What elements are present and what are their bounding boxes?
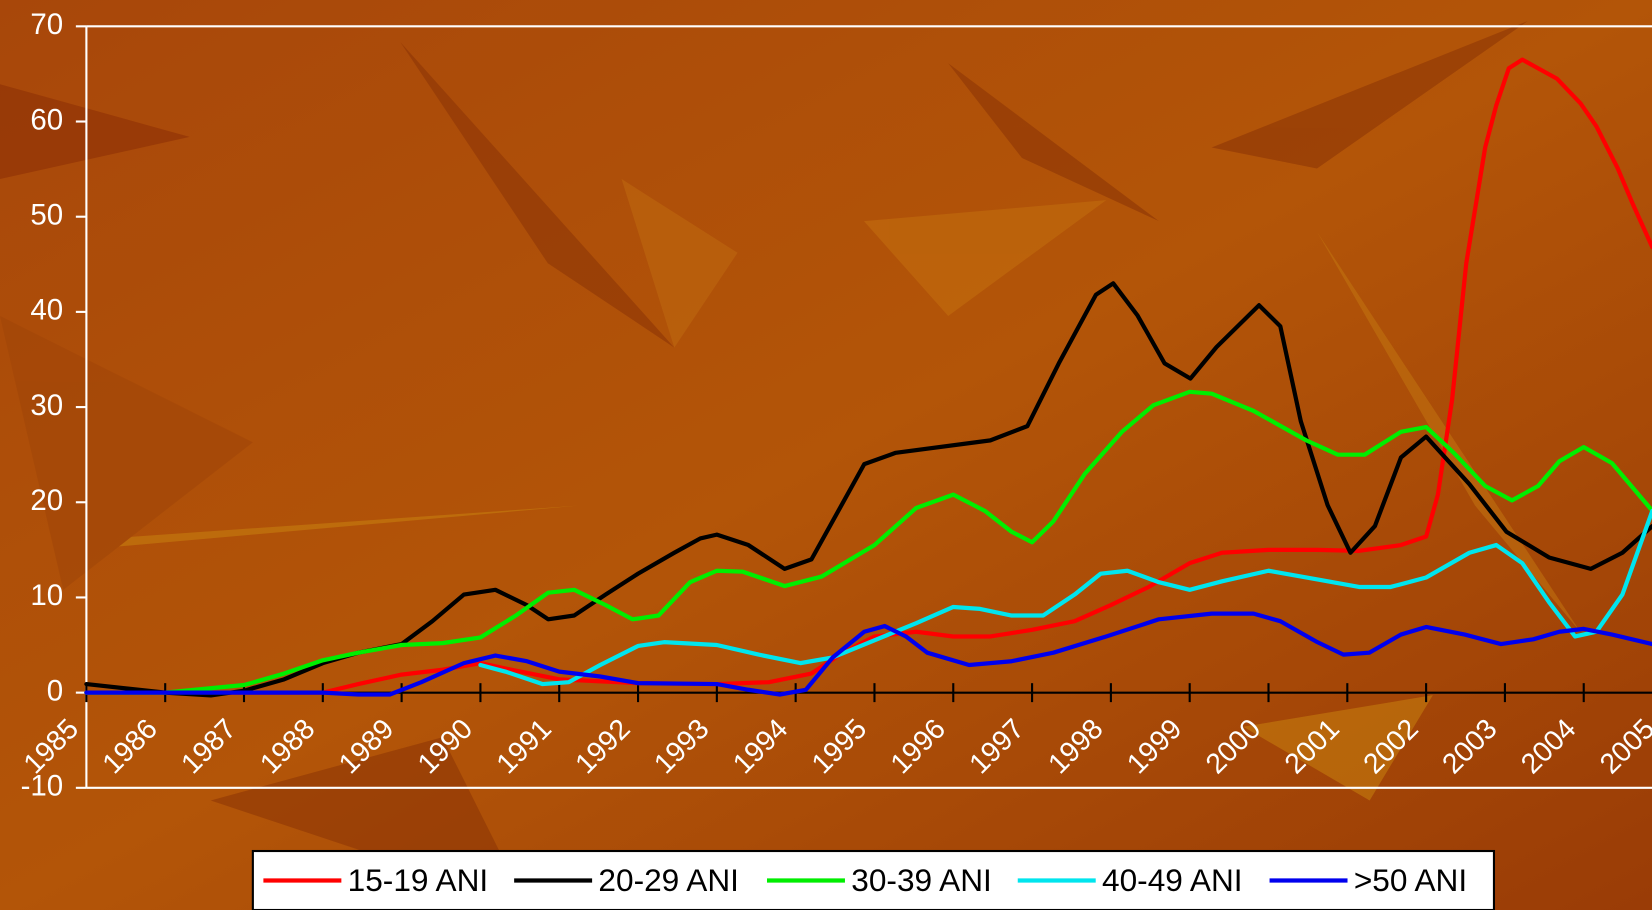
y-tick-label: 30 xyxy=(30,389,63,422)
legend: 15-19 ANI 20-29 ANI 30-39 ANI 40-49 ANI >50 … xyxy=(253,851,1494,910)
y-tick-label: 70 xyxy=(30,8,63,41)
y-tick-label: 0 xyxy=(47,674,63,707)
chart: -100102030405060701985198619871988198919… xyxy=(0,0,1652,910)
page: {"chart_data":{"type":"line", "xlim":[19… xyxy=(0,0,1652,910)
y-tick-label: 60 xyxy=(30,103,63,136)
legend-label: 20-29 ANI xyxy=(598,862,739,898)
y-tick-label: 20 xyxy=(30,484,63,517)
legend-label: 40-49 ANI xyxy=(1102,862,1243,898)
legend-label: 15-19 ANI xyxy=(348,862,489,898)
y-tick-label: 40 xyxy=(30,294,63,327)
y-tick-label: 50 xyxy=(30,199,63,232)
legend-label: 30-39 ANI xyxy=(851,862,992,898)
y-tick-label: 10 xyxy=(30,579,63,612)
legend-label: >50 ANI xyxy=(1354,862,1467,898)
